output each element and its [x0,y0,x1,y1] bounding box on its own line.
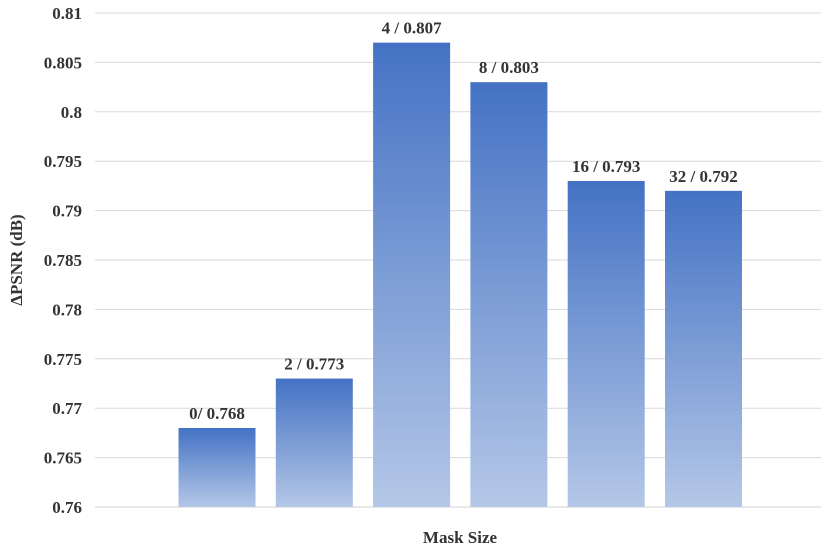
bar-2 [275,378,353,507]
y-tick-label: 0.79 [52,202,82,221]
y-tick-label: 0.78 [52,300,82,319]
y-tick-label: 0.77 [52,399,82,418]
y-axis-title: ΔPSNR (dB) [7,214,26,305]
y-tick-label: 0.775 [44,350,82,369]
y-tick-label: 0.8 [61,103,82,122]
bars [178,42,742,507]
y-tick-label: 0.805 [44,53,82,72]
data-label-16: 16 / 0.793 [572,157,640,176]
y-axis-ticks: 0.760.7650.770.7750.780.7850.790.7950.80… [44,4,83,517]
data-label-8: 8 / 0.803 [479,58,539,77]
data-labels: 0/ 0.768 2 / 0.773 4 / 0.807 8 / 0.803 16 / … [189,19,738,423]
bar-8 [470,82,548,507]
bar-0 [178,427,256,507]
y-tick-label: 0.785 [44,251,82,270]
data-label-0: 0/ 0.768 [189,404,245,423]
y-tick-label: 0.765 [44,449,82,468]
y-tick-label: 0.81 [52,4,82,23]
y-tick-label: 0.76 [52,498,82,517]
data-label-32: 32 / 0.792 [669,167,737,186]
data-label-4: 4 / 0.807 [382,19,442,38]
bar-16 [567,180,645,507]
y-tick-label: 0.795 [44,152,82,171]
bar-4 [373,42,451,507]
x-axis-title: Mask Size [423,528,498,547]
data-label-2: 2 / 0.773 [284,355,344,374]
bar-32 [665,190,742,507]
